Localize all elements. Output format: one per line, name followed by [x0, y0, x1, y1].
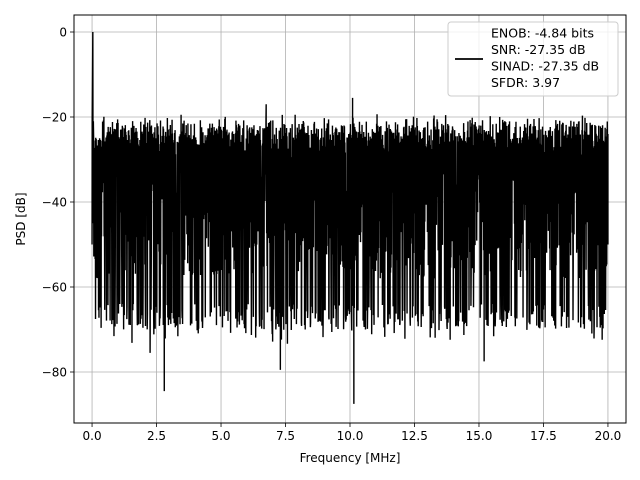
- y-axis-label: PSD [dB]: [14, 192, 28, 245]
- x-tick-label: 20.0: [595, 429, 622, 443]
- legend-entry: SNR: -27.35 dB: [491, 42, 586, 57]
- x-tick-label: 17.5: [530, 429, 557, 443]
- x-axis-ticks: 0.0 2.5 5.0 7.5 10.0 12.5 15.0 17.5 20.0: [83, 423, 622, 443]
- y-axis-ticks: 0 −20 −40 −60 −80: [42, 26, 74, 380]
- x-tick-label: 7.5: [276, 429, 295, 443]
- series-line-group: [91, 31, 609, 404]
- x-tick-label: 10.0: [337, 429, 364, 443]
- legend-box: [447, 21, 619, 97]
- y-tick-label: −60: [42, 281, 67, 295]
- legend-entry: SFDR: 3.97: [491, 75, 560, 90]
- x-tick-label: 2.5: [147, 429, 166, 443]
- y-tick-label: −20: [42, 111, 67, 125]
- x-tick-label: 0.0: [83, 429, 102, 443]
- y-tick-label: −40: [42, 196, 67, 210]
- psd-series-line: [91, 31, 609, 404]
- legend-entry: SINAD: -27.35 dB: [491, 59, 599, 74]
- y-tick-label: −80: [42, 366, 67, 380]
- x-axis-label: Frequency [MHz]: [300, 451, 401, 465]
- y-tick-label: 0: [59, 26, 67, 40]
- legend-entry: ENOB: -4.84 bits: [491, 26, 594, 41]
- x-tick-label: 12.5: [401, 429, 428, 443]
- x-tick-label: 5.0: [211, 429, 230, 443]
- x-tick-label: 15.0: [466, 429, 493, 443]
